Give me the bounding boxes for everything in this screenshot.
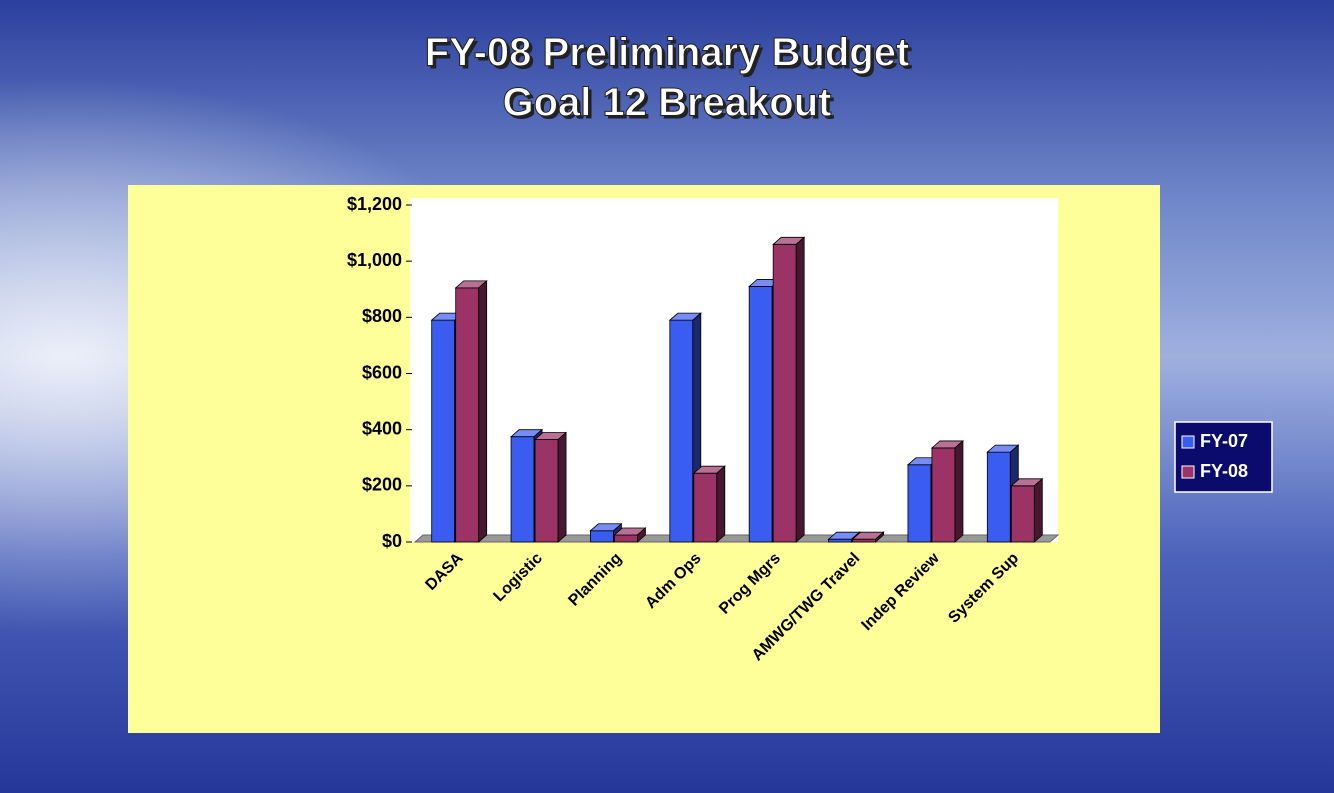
title-group: FY-08 Preliminary Budget FY-08 Prelimina…: [424, 30, 913, 128]
bar-side: [1033, 477, 1043, 543]
bar-front: [614, 534, 638, 543]
chart-title: FY-08 Preliminary Budget: [425, 31, 910, 75]
bar: [930, 440, 965, 543]
bar-side: [954, 440, 964, 543]
bar-side: [637, 527, 646, 543]
bar-front: [510, 436, 535, 543]
bar-front: [748, 286, 773, 543]
bar-front: [693, 472, 718, 543]
bar-front: [986, 451, 1011, 543]
legend-swatch: [1181, 465, 1195, 479]
title-shadow: FY-08 Preliminary Budget: [428, 34, 913, 78]
chart-subtitle: Goal 12 Breakout: [502, 81, 831, 125]
bar-front: [1010, 485, 1035, 543]
bar: [772, 236, 806, 543]
bar-front: [455, 287, 480, 543]
bar: [533, 431, 568, 543]
y-tick-label: $600: [362, 362, 402, 382]
bar-side: [875, 531, 884, 543]
bar-front: [931, 447, 956, 543]
bar-front: [772, 243, 797, 543]
legend-label: FY-08: [1200, 461, 1248, 481]
bar: [1010, 477, 1044, 543]
bar-front: [669, 319, 694, 543]
legend-label: FY-07: [1200, 431, 1248, 451]
bar-front: [907, 464, 932, 543]
legend: [1174, 421, 1273, 493]
y-tick-label: $0: [382, 531, 402, 551]
bar: [454, 279, 488, 543]
y-tick-label: $1,200: [347, 194, 402, 214]
bar-side: [478, 279, 488, 543]
y-tick-label: $200: [362, 475, 402, 495]
bar-front: [852, 538, 876, 543]
bar-side: [795, 236, 805, 543]
bar: [613, 527, 647, 543]
bar-front: [431, 319, 456, 543]
y-tick-label: $400: [362, 418, 402, 438]
bar: [692, 465, 726, 543]
bar-front: [828, 538, 852, 543]
y-tick-label: $1,000: [347, 250, 402, 270]
y-tick-label: $800: [362, 306, 402, 326]
legend-swatch: [1181, 435, 1195, 449]
bar-front: [590, 530, 614, 543]
bar: [851, 531, 885, 543]
bar-side: [557, 431, 567, 543]
bar-front: [534, 439, 559, 543]
subtitle-shadow: Goal 12 Breakout: [505, 84, 834, 128]
bar-side: [716, 465, 726, 543]
